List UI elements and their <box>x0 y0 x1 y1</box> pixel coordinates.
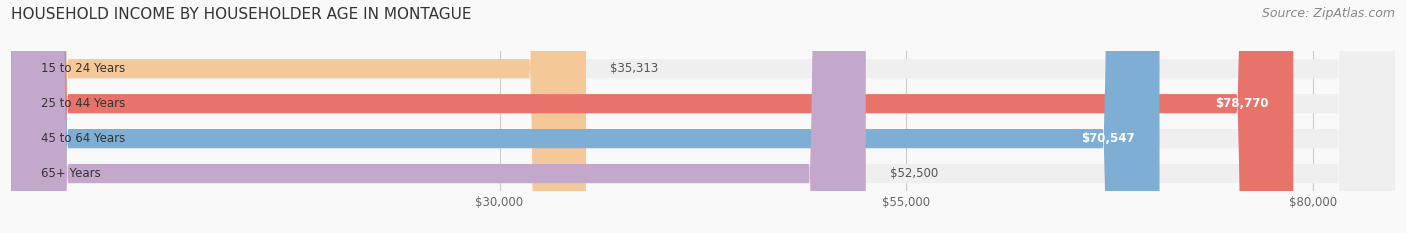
FancyBboxPatch shape <box>11 0 1395 233</box>
Text: Source: ZipAtlas.com: Source: ZipAtlas.com <box>1261 7 1395 20</box>
FancyBboxPatch shape <box>11 0 1294 233</box>
FancyBboxPatch shape <box>11 0 866 233</box>
Text: $78,770: $78,770 <box>1215 97 1270 110</box>
Text: 15 to 24 Years: 15 to 24 Years <box>41 62 125 75</box>
Text: 25 to 44 Years: 25 to 44 Years <box>41 97 125 110</box>
Text: 45 to 64 Years: 45 to 64 Years <box>41 132 125 145</box>
FancyBboxPatch shape <box>11 0 1395 233</box>
FancyBboxPatch shape <box>11 0 1395 233</box>
Text: $52,500: $52,500 <box>890 167 938 180</box>
Text: $70,547: $70,547 <box>1081 132 1135 145</box>
FancyBboxPatch shape <box>11 0 1160 233</box>
Text: $35,313: $35,313 <box>610 62 658 75</box>
Text: 65+ Years: 65+ Years <box>41 167 100 180</box>
Text: HOUSEHOLD INCOME BY HOUSEHOLDER AGE IN MONTAGUE: HOUSEHOLD INCOME BY HOUSEHOLDER AGE IN M… <box>11 7 472 22</box>
FancyBboxPatch shape <box>11 0 586 233</box>
FancyBboxPatch shape <box>11 0 1395 233</box>
